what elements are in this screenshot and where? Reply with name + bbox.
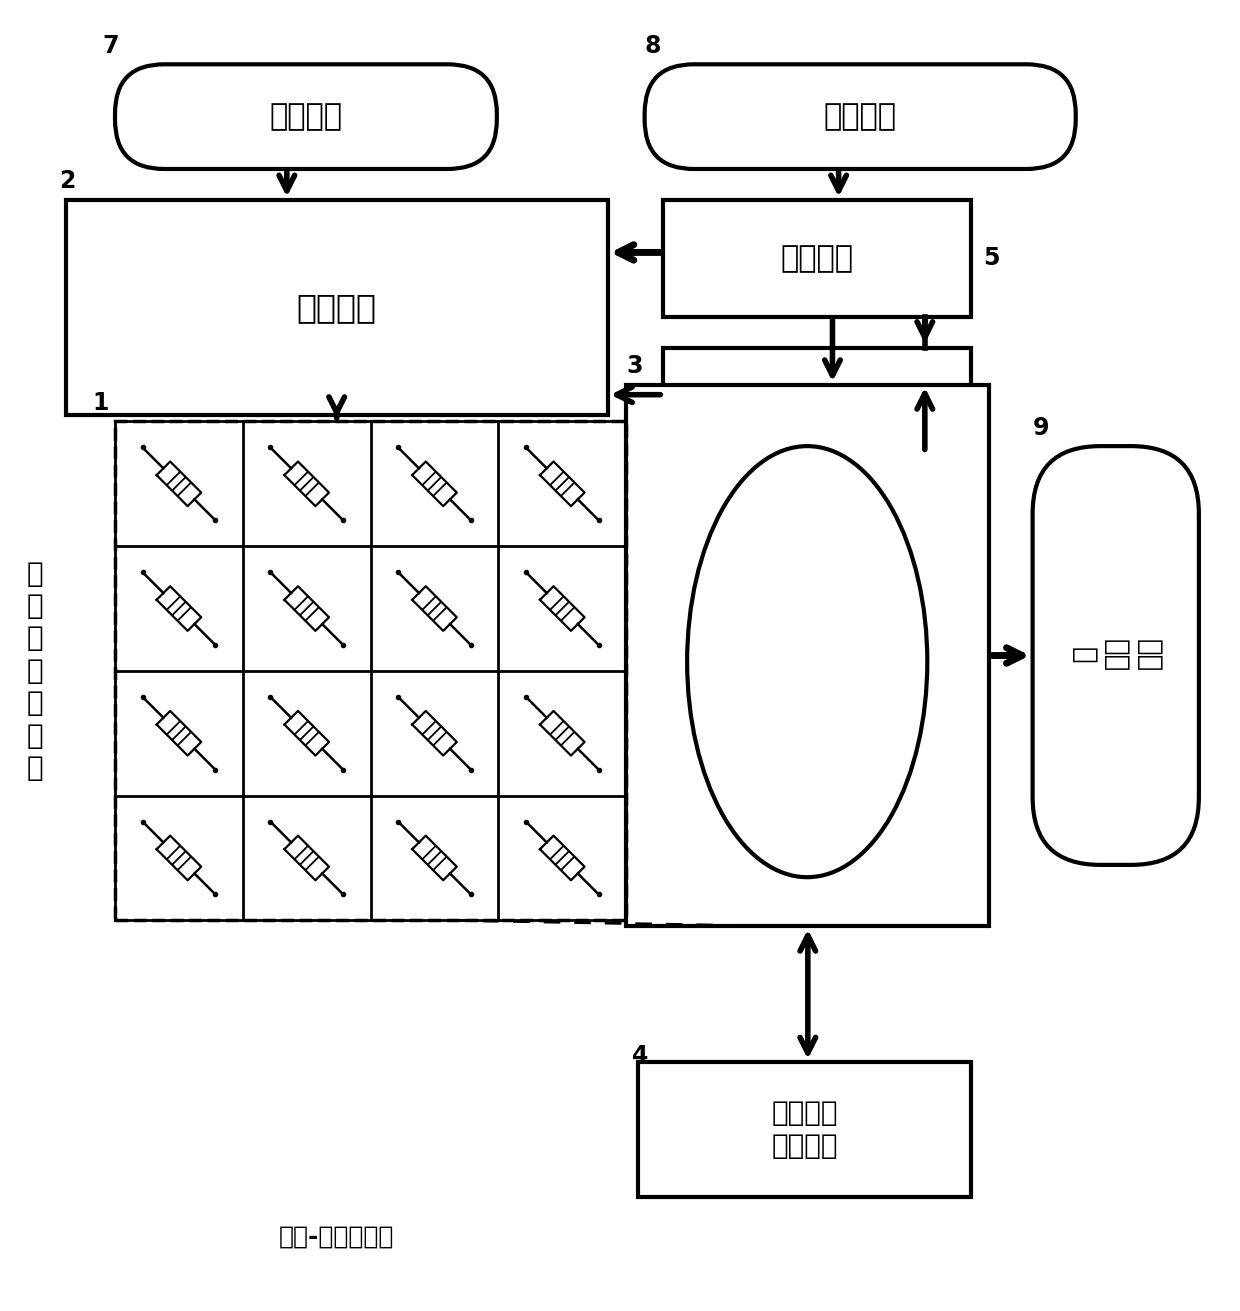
Polygon shape — [284, 711, 329, 755]
Bar — [639, 1062, 971, 1197]
Text: 峰值
输出
压: 峰值 输出 压 — [1069, 638, 1162, 673]
Polygon shape — [156, 586, 201, 631]
Text: 标签输入: 标签输入 — [823, 102, 897, 131]
Text: 2: 2 — [60, 169, 76, 193]
Text: 前神经元: 前神经元 — [296, 291, 377, 324]
Polygon shape — [539, 461, 584, 506]
Text: 适应-激发神经元: 适应-激发神经元 — [279, 1224, 394, 1249]
Text: 样例输入: 样例输入 — [269, 102, 342, 131]
Polygon shape — [539, 586, 584, 631]
Polygon shape — [412, 461, 456, 506]
Text: 5: 5 — [983, 246, 999, 270]
Text: 4: 4 — [632, 1044, 649, 1067]
Text: 控制逻辑: 控制逻辑 — [780, 244, 853, 273]
Bar — [663, 347, 971, 452]
Polygon shape — [412, 586, 456, 631]
Text: 8: 8 — [645, 34, 661, 58]
Bar — [663, 199, 971, 317]
Polygon shape — [156, 711, 201, 755]
Bar — [626, 384, 990, 927]
Bar — [115, 421, 626, 920]
Text: 后神经元: 后神经元 — [792, 625, 822, 699]
Text: 全局动态
阈值控制: 全局动态 阈值控制 — [771, 1100, 838, 1160]
Polygon shape — [412, 711, 456, 755]
Ellipse shape — [687, 446, 928, 877]
Polygon shape — [539, 835, 584, 880]
Polygon shape — [539, 711, 584, 755]
Polygon shape — [156, 835, 201, 880]
Bar — [66, 199, 608, 416]
Text: 阻
变
存
储
器
阵
列: 阻 变 存 储 器 阵 列 — [26, 560, 43, 783]
Text: 3: 3 — [626, 354, 642, 378]
FancyBboxPatch shape — [115, 64, 497, 169]
Polygon shape — [284, 461, 329, 506]
Text: 9: 9 — [1033, 416, 1049, 439]
FancyBboxPatch shape — [645, 64, 1076, 169]
Text: 电压调节: 电压调节 — [780, 385, 853, 414]
FancyBboxPatch shape — [1033, 446, 1199, 865]
Text: 1: 1 — [93, 391, 109, 416]
Polygon shape — [412, 835, 456, 880]
Polygon shape — [284, 835, 329, 880]
Polygon shape — [156, 461, 201, 506]
Text: 7: 7 — [103, 34, 119, 58]
Text: 6: 6 — [808, 471, 826, 496]
Polygon shape — [284, 586, 329, 631]
